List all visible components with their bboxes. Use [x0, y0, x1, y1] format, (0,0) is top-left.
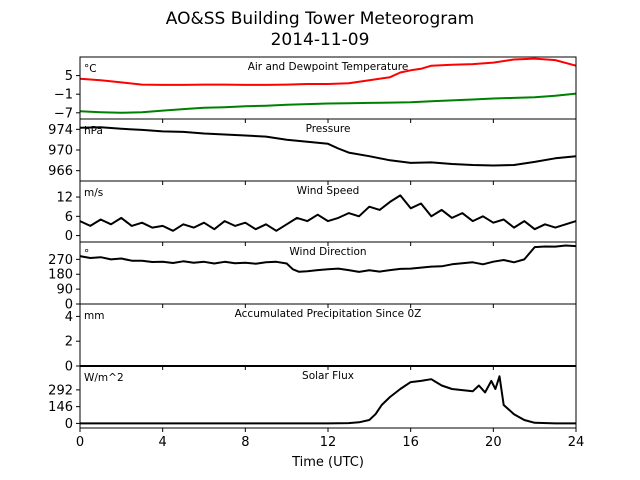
unit-label: hPa — [84, 125, 103, 137]
panel-3: 0 6 12 Wind Speed m/s — [56, 180, 577, 246]
panel-title: Pressure — [306, 123, 351, 135]
panel-title: Air and Dewpoint Temperature — [248, 61, 409, 73]
y-tick-label: 180 — [48, 268, 73, 283]
y-tick-label: 0 — [65, 298, 73, 313]
y-tick-label: 292 — [48, 383, 73, 398]
unit-label: mm — [84, 310, 104, 322]
panels: −7 −1 5 Air and Dewpoint Temperature °C 966 97… — [48, 56, 585, 450]
panel-1: −7 −1 5 Air and Dewpoint Temperature °C — [54, 56, 577, 123]
series-line-1 — [79, 57, 577, 86]
x-axis-label: Time (UTC) — [291, 455, 364, 470]
panel-6: 0 146 292 0 4 8 12 16 20 24 Solar Flux W/m^2 — [48, 365, 585, 450]
y-tick-label: 2 — [65, 335, 73, 350]
y-tick-label: 0 — [65, 417, 73, 432]
x-tick-label: 8 — [241, 435, 249, 450]
figure-title: AO&SS Building Tower Meteorogram — [166, 9, 474, 29]
x-tick-label: 0 — [76, 435, 84, 450]
x-tick-label: 4 — [159, 435, 167, 450]
y-tick-label: 6 — [65, 210, 73, 225]
panel-5: 0 2 4 Accumulated Precipitation Since 0Z mm — [65, 303, 577, 375]
y-tick-label: 4 — [65, 310, 73, 325]
y-tick-label: 146 — [48, 400, 73, 415]
panel-2: 966 970 974 Pressure hPa — [48, 118, 577, 185]
series-line-1 — [79, 244, 577, 273]
x-tick-label: 20 — [485, 435, 502, 450]
y-tick-label: 90 — [56, 283, 73, 298]
y-tick-label: −1 — [54, 88, 73, 103]
figure-subtitle: 2014-11-09 — [271, 30, 370, 50]
y-tick-label: 270 — [48, 253, 73, 268]
series-line-1 — [79, 194, 577, 232]
x-tick-label: 16 — [402, 435, 419, 450]
y-tick-label: 12 — [56, 191, 73, 206]
panel-title: Accumulated Precipitation Since 0Z — [235, 308, 422, 320]
y-tick-label: 5 — [65, 69, 73, 84]
y-tick-label: 0 — [65, 229, 73, 244]
y-tick-label: 970 — [48, 144, 73, 159]
x-tick-label: 24 — [568, 435, 585, 450]
series-line-1 — [79, 126, 577, 167]
y-tick-label: 974 — [48, 123, 73, 138]
panel-title: Wind Direction — [289, 246, 366, 258]
unit-label: W/m^2 — [84, 372, 124, 384]
series-line-2 — [79, 92, 577, 114]
panel-title: Wind Speed — [297, 185, 360, 197]
series-line-1 — [80, 375, 576, 425]
y-tick-label: 0 — [65, 360, 73, 375]
panel-title: Solar Flux — [302, 370, 354, 382]
y-tick-label: 966 — [48, 164, 73, 179]
unit-label: °C — [84, 63, 97, 75]
x-tick-label: 12 — [320, 435, 337, 450]
unit-label: m/s — [84, 187, 103, 199]
unit-label: ° — [84, 248, 89, 260]
y-tick-label: −7 — [54, 106, 73, 121]
